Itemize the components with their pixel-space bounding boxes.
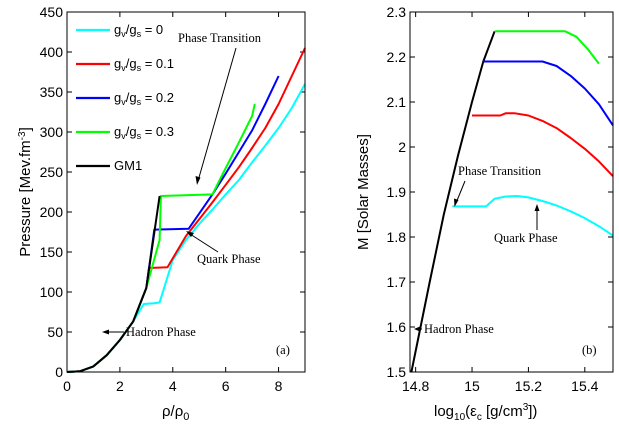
panel-a-x-tick-label-0: 0	[63, 378, 71, 394]
legend-entry-4: GM1	[76, 158, 142, 173]
panel-a-legend: gv/gs = 0 gv/gs = 0.1 gv/gs = 0.2 gv/gs …	[76, 22, 174, 173]
panel-b-series-line-0	[410, 30, 496, 373]
legend-entry-2: gv/gs = 0.2	[76, 90, 174, 107]
panel-a-ticks	[66, 11, 305, 373]
panel-b-mass-chart: 14.8 15 15.2 15.41.51.61.71.81.922.12.22.3 …	[355, 4, 614, 423]
panel-a-x-tick-label-2: 4	[169, 378, 177, 394]
panel-a-y-tick-label-0: 0	[55, 364, 63, 380]
panel-a-phase-transition-label: Phase Transition	[178, 31, 262, 45]
panel-b-y-tick-label-1: 1.6	[387, 319, 407, 335]
panel-a-frame	[66, 11, 306, 373]
svg-text:gv/gs = 0.1: gv/gs = 0.1	[114, 56, 174, 73]
panel-a-y-tick-label-9: 450	[40, 4, 64, 20]
panel-b-quark-phase-arrowhead	[534, 204, 540, 211]
panel-b-ticks	[410, 11, 613, 373]
panel-b-y-tick-label-0: 1.5	[387, 364, 407, 380]
panel-a-phase-transition-arrowhead	[195, 176, 201, 185]
panel-a-y-tick-label-8: 400	[40, 44, 64, 60]
panel-a-quark-phase-arrowhead	[186, 231, 194, 237]
panel-b-series-line-3	[483, 60, 614, 126]
panel-b-hadron-phase-arrowhead	[414, 326, 420, 332]
svg-text:gv/gs = 0.3: gv/gs = 0.3	[114, 124, 174, 141]
panel-a-phase-transition-arrow	[197, 47, 237, 182]
panel-b-y-tick-label-8: 2.3	[387, 4, 407, 20]
svg-text:gv/gs = 0: gv/gs = 0	[114, 22, 163, 39]
panel-b-y-tick-label-2: 1.7	[387, 274, 407, 290]
panel-b-hadron-phase-label: Hadron Phase	[424, 322, 494, 336]
panel-a-y-tick-label-7: 350	[40, 84, 64, 100]
panel-a-quark-phase-label: Quark Phase	[197, 252, 261, 266]
panel-a-hadron-phase-label: Hadron Phase	[126, 325, 196, 339]
panel-b-tick-labels: 14.8 15 15.2 15.4 1.5 1.6 1.7 1.8 1.9 2 2.1 2.2 2.3	[387, 4, 599, 394]
panel-a-y-tick-label-4: 200	[40, 204, 64, 220]
panel-b-y-tick-label-5: 2	[398, 139, 406, 155]
panel-b-panel-label: (b)	[582, 343, 597, 357]
panel-b-y-tick-label-4: 1.9	[387, 184, 407, 200]
panel-b-phase-transition-arrow	[455, 180, 466, 204]
panel-a-x-axis-label: ρ/ρ0	[162, 403, 189, 423]
panel-a-panel-label: (a)	[276, 343, 290, 357]
panel-a-pressure-chart: 0 2 4 6 8 0 50 100 150 200 250 300 350 400 450 ρ/ρ0 Pr…	[17, 4, 306, 423]
panel-b-frame	[409, 11, 614, 373]
panel-b-series-line-1	[452, 195, 614, 237]
panel-b-series-line-2	[472, 112, 614, 177]
panel-b-phase-transition-arrowhead	[454, 198, 459, 207]
panel-a-x-tick-label-1: 2	[116, 378, 124, 394]
panel-a-y-tick-label-1: 50	[47, 324, 63, 340]
panel-a-y-tick-label-5: 250	[40, 164, 64, 180]
panel-b-y-axis-label: M [Solar Masses]	[355, 134, 372, 250]
panel-b-y-tick-label-6: 2.1	[387, 94, 407, 110]
panel-b-quark-phase-label: Quark Phase	[494, 231, 558, 245]
panel-b-series	[410, 30, 614, 373]
panel-a-quark-phase-arrow	[189, 233, 219, 253]
panel-b-series-line-4	[494, 30, 600, 65]
legend-entry-3: gv/gs = 0.3	[76, 124, 174, 141]
panel-a-series-line-4	[66, 195, 161, 373]
panel-a-hadron-phase-arrowhead	[102, 329, 109, 335]
panel-a-y-tick-label-2: 100	[40, 284, 64, 300]
legend-entry-1: gv/gs = 0.1	[76, 56, 174, 73]
panel-b-x-axis-label: log10(εc [g/cm3])	[434, 402, 537, 423]
panel-b-x-tick-label-1: 15	[464, 378, 480, 394]
panel-a-y-tick-label-6: 300	[40, 124, 64, 140]
panel-a-tick-labels: 0 2 4 6 8 0 50 100 150 200 250 300 350 400 450	[40, 4, 283, 394]
panel-b-y-tick-label-7: 2.2	[387, 49, 407, 65]
panel-a-x-tick-label-4: 8	[275, 378, 283, 394]
panel-a-y-axis-label: Pressure [Mev.fm-3]	[17, 127, 34, 257]
legend-entry-0: gv/gs = 0	[76, 22, 163, 39]
panel-b-y-tick-label-3: 1.8	[387, 229, 407, 245]
panel-b-x-tick-label-2: 15.2	[515, 378, 542, 394]
svg-text:GM1: GM1	[114, 158, 142, 173]
svg-text:gv/gs = 0.2: gv/gs = 0.2	[114, 90, 174, 107]
panel-a-y-tick-label-3: 150	[40, 244, 64, 260]
panel-b-x-tick-label-0: 14.8	[402, 378, 429, 394]
panel-a-x-tick-label-3: 6	[222, 378, 230, 394]
panel-a-series	[66, 47, 306, 373]
panel-b-phase-transition-label: Phase Transition	[458, 164, 542, 178]
panel-b-x-tick-label-3: 15.4	[571, 378, 598, 394]
